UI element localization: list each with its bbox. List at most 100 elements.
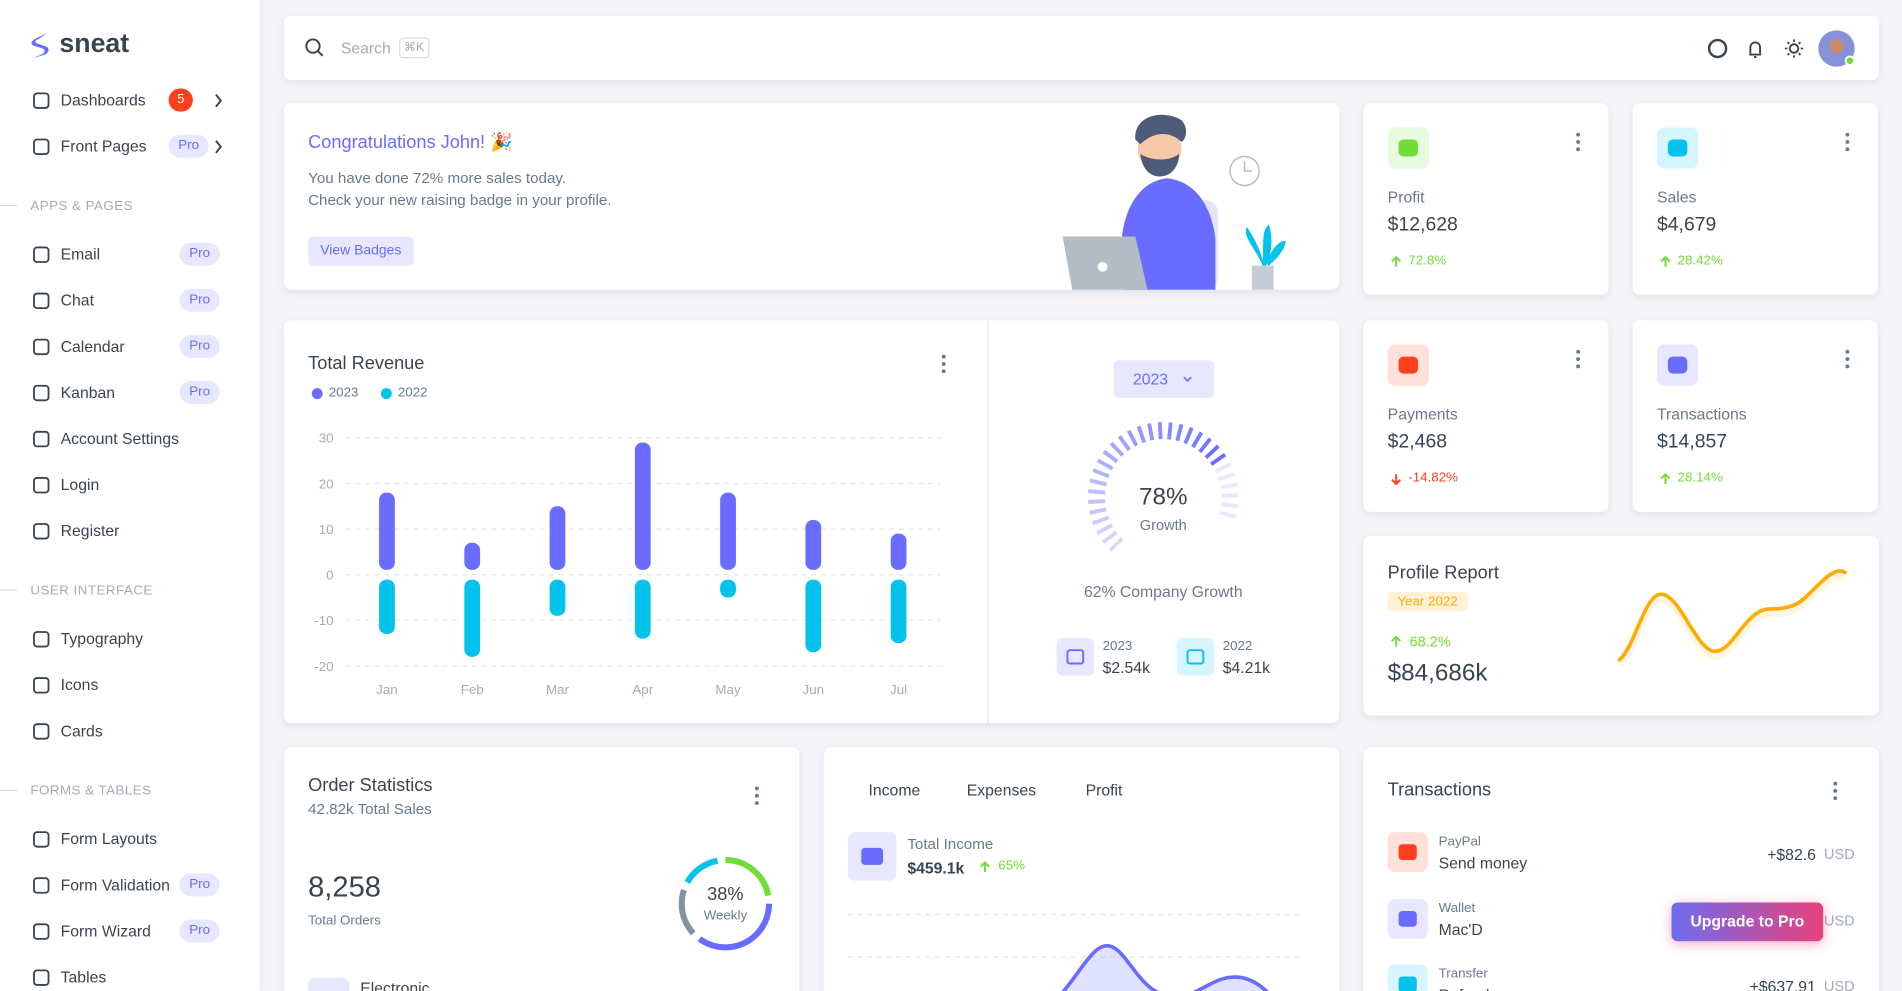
stat-value: $12,628 (1387, 214, 1458, 236)
bar (805, 579, 822, 653)
section-title: APPS & PAGES (30, 198, 134, 214)
icon-shape (33, 430, 50, 448)
transaction-desc: Mac'D (1438, 920, 1483, 939)
stat-change: 28.42% (1677, 253, 1723, 269)
menu-label: Tables (60, 967, 107, 987)
theme-ray (1786, 52, 1790, 56)
bar (805, 519, 822, 570)
menu-item[interactable]: Account Settings (19, 420, 240, 459)
dot (1845, 364, 1850, 369)
stat-change: -14.82% (1408, 470, 1459, 486)
menu-item[interactable]: Kanban Pro (19, 374, 240, 413)
growth-caption: Growth (1139, 516, 1187, 534)
icon-shape (33, 477, 50, 494)
dot (1833, 781, 1838, 786)
dot (1833, 788, 1838, 793)
illustration (1062, 114, 1286, 290)
trend-arrow (1660, 473, 1671, 484)
welcome-card: Congratulations John! 🎉 You have done 72%… (283, 103, 1340, 290)
gauge-tick (1126, 429, 1139, 447)
hair (1135, 114, 1187, 145)
menu-button[interactable] (1574, 132, 1581, 152)
menu-button[interactable] (1832, 781, 1839, 801)
menu-item[interactable]: Tables (19, 958, 240, 991)
stat-label: Transactions (1656, 405, 1747, 424)
transaction-desc: Send money (1438, 853, 1528, 873)
theme-icon (1788, 43, 1800, 54)
income-icon-shape (861, 847, 884, 865)
menu-icon (33, 923, 50, 940)
dot (1845, 147, 1850, 152)
menu-badge: Pro (179, 380, 220, 404)
transaction-amount: +$637.91 (1749, 977, 1816, 991)
trend-arrow (1391, 255, 1402, 267)
menu-button[interactable] (753, 786, 760, 805)
x-tick-label: May (715, 682, 741, 697)
menu-icon (33, 338, 50, 356)
gauge-tick (1218, 472, 1236, 482)
status-dot (1844, 55, 1855, 66)
search-input[interactable]: Search (340, 38, 391, 58)
gauge-tick (1089, 507, 1107, 515)
menu-label: Kanban (60, 383, 116, 402)
icon-shape (1066, 649, 1085, 665)
income-tab[interactable]: Profit (1085, 781, 1123, 800)
dot (1833, 796, 1838, 801)
menu-item[interactable]: Icons (19, 666, 240, 705)
gauge-tick (1147, 423, 1155, 441)
divider (987, 320, 989, 723)
growth-item-value: $2.54k (1102, 658, 1150, 677)
menu-item[interactable]: Form Validation Pro (19, 866, 240, 905)
dot (1576, 349, 1581, 354)
icon-shape (33, 92, 50, 109)
stat-label: Payments (1387, 405, 1458, 424)
menu-item[interactable]: Typography (19, 620, 240, 659)
upgrade-button[interactable]: Upgrade to Pro (1671, 902, 1824, 942)
bar (890, 533, 907, 570)
transaction-amount: +$82.6 (1767, 845, 1816, 864)
menu-icon (33, 246, 50, 263)
menu-label: Account Settings (60, 429, 179, 448)
menu-button[interactable] (1844, 132, 1851, 152)
menu-item[interactable]: Form Wizard Pro (19, 912, 240, 951)
menu-item[interactable]: Chat Pro (19, 281, 240, 320)
growth-icon (1056, 638, 1095, 676)
icon-shape (1398, 910, 1417, 927)
income-tab[interactable]: Expenses (966, 781, 1037, 800)
gauge-tick (1089, 478, 1107, 487)
menu-badge: 5 (168, 88, 194, 112)
gauge-tick (1175, 423, 1184, 442)
growth-icon (1176, 638, 1215, 676)
menu-button[interactable] (1574, 349, 1581, 369)
income-card: Income Expenses Profit Total Income $459.1k 6… (823, 747, 1340, 991)
view-badges-button[interactable]: View Badges (308, 236, 414, 266)
menu-button[interactable] (1844, 349, 1851, 369)
year-dropdown[interactable]: 2023 (1113, 360, 1215, 398)
menu-label: Form Layouts (60, 829, 158, 848)
menu-button[interactable] (940, 354, 947, 374)
menu-item[interactable]: Calendar Pro (19, 328, 240, 367)
bar (890, 579, 907, 644)
stat-value: $14,857 (1656, 431, 1728, 453)
chevron-shape (215, 140, 223, 154)
menu-item[interactable]: Dashboards 5 (19, 81, 240, 120)
gauge-tick (1214, 462, 1232, 474)
menu-item[interactable]: Login (19, 466, 240, 505)
menu-item[interactable]: Email Pro (19, 235, 240, 274)
menu-icon (33, 877, 50, 894)
x-tick-label: Feb (461, 682, 484, 697)
menu-item[interactable]: Register (19, 512, 240, 551)
income-tab[interactable]: Income (868, 781, 921, 800)
menu-item[interactable]: Front Pages Pro (19, 127, 240, 166)
icon-shape (33, 246, 50, 263)
icon-shape (1186, 649, 1205, 665)
legend-swatch (311, 388, 323, 400)
transactions-title: Transactions (1387, 779, 1492, 801)
menu-item[interactable]: Cards (19, 712, 240, 751)
menu-label: Register (60, 521, 120, 540)
arrow (1660, 473, 1671, 484)
beard (1140, 154, 1180, 177)
icon-shape (1667, 356, 1688, 374)
menu-item[interactable]: Form Layouts (19, 820, 240, 859)
stat-card: Transactions $14,857 28.14% (1632, 320, 1878, 512)
